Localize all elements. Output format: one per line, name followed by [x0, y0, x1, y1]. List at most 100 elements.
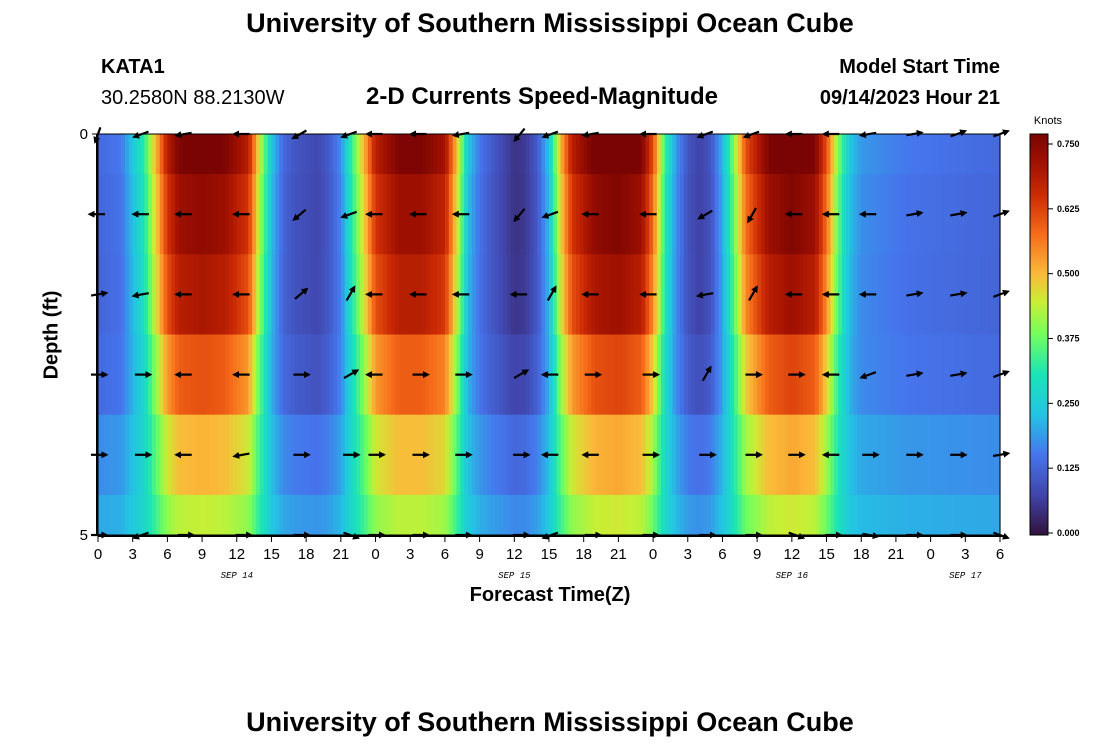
heatmap-cell	[533, 414, 539, 496]
heatmap-cell	[325, 134, 330, 175]
heatmap-cell	[229, 414, 234, 496]
heatmap-cell	[333, 494, 338, 536]
heatmap-cell	[167, 254, 172, 336]
heatmap-cell	[128, 414, 134, 496]
heatmap-cell	[468, 254, 473, 336]
heatmap-cell	[425, 494, 431, 536]
heatmap-cell	[926, 414, 932, 496]
heatmap-cell	[637, 334, 643, 416]
x-tick-label: 6	[996, 546, 1004, 563]
heatmap-cell	[618, 494, 623, 536]
heatmap-cell	[969, 174, 974, 255]
heatmap-cell	[680, 334, 685, 416]
heatmap-cell	[163, 254, 168, 336]
heatmap-cell	[957, 494, 963, 536]
heatmap-cell	[718, 494, 724, 536]
heatmap-cell	[394, 254, 400, 336]
heatmap-cell	[857, 134, 862, 175]
heatmap-cell	[209, 494, 215, 536]
heatmap-cell	[514, 174, 519, 255]
footer-title: University of Southern Mississippi Ocean…	[246, 707, 854, 737]
heatmap-cell	[352, 174, 357, 255]
heatmap-cell	[271, 494, 276, 536]
heatmap-cell	[722, 134, 727, 175]
heatmap-cell	[572, 134, 577, 175]
heatmap-cell	[807, 414, 812, 496]
heatmap-cell	[614, 134, 619, 175]
current-arrow	[340, 210, 358, 219]
heatmap-cell	[190, 494, 195, 536]
heatmap-cell	[579, 174, 585, 255]
heatmap-cell	[884, 334, 889, 416]
heatmap-cell	[464, 494, 469, 536]
heatmap-cell	[159, 174, 165, 255]
heatmap-cell	[973, 334, 978, 416]
heatmap-cell	[787, 494, 793, 536]
heatmap-cell	[356, 174, 361, 255]
x-tick-label: 18	[853, 546, 870, 563]
heatmap-cell	[714, 174, 720, 255]
heatmap-cell	[414, 494, 419, 536]
heatmap-cell	[687, 134, 693, 175]
heatmap-cell	[290, 134, 296, 175]
heatmap-cell	[421, 134, 427, 175]
heatmap-cell	[140, 494, 145, 536]
x-tick-label: 6	[163, 546, 171, 563]
heatmap-cell	[275, 134, 280, 175]
heatmap-cell	[575, 414, 581, 496]
heatmap-cell	[865, 134, 870, 175]
heatmap-cell	[525, 174, 531, 255]
heatmap-cell	[934, 134, 939, 175]
heatmap-cell	[915, 494, 920, 536]
x-tick-label: 15	[818, 546, 835, 563]
heatmap-cells	[98, 134, 1001, 536]
heatmap-cell	[294, 254, 300, 336]
heatmap-cell	[857, 334, 862, 416]
heatmap-cell	[171, 334, 176, 416]
heatmap-cell	[302, 494, 307, 536]
heatmap-cell	[637, 414, 643, 496]
heatmap-cell	[560, 134, 566, 175]
heatmap-cell	[841, 334, 847, 416]
heatmap-cell	[776, 334, 781, 416]
heatmap-cell	[903, 494, 909, 536]
current-arrow	[546, 285, 557, 302]
colorbar-tick-label: 0.000	[1057, 528, 1080, 538]
heatmap-cell	[726, 414, 731, 496]
heatmap-cell	[433, 254, 438, 336]
heatmap-cell	[360, 414, 365, 496]
heatmap-cell	[510, 174, 515, 255]
heatmap-cell	[491, 174, 496, 255]
heatmap-cell	[248, 414, 253, 496]
heatmap-cell	[776, 254, 781, 336]
heatmap-cell	[429, 174, 434, 255]
heatmap-cell	[383, 174, 388, 255]
heatmap-cell	[649, 494, 654, 536]
heatmap-cell	[271, 414, 276, 496]
heatmap-cell	[784, 254, 789, 336]
heatmap-cell	[317, 494, 323, 536]
heatmap-cell	[321, 174, 327, 255]
heatmap-cell	[599, 494, 604, 536]
heatmap-cell	[533, 174, 539, 255]
heatmap-cell	[664, 174, 670, 255]
heatmap-cell	[814, 334, 820, 416]
heatmap-cell	[306, 494, 311, 536]
model-start-label: Model Start Time	[839, 56, 1000, 78]
heatmap-cell	[498, 254, 504, 336]
heatmap-cell	[629, 134, 635, 175]
heatmap-cell	[880, 334, 885, 416]
heatmap-cell	[892, 334, 897, 416]
heatmap-cell	[629, 334, 635, 416]
heatmap-cell	[363, 494, 369, 536]
heatmap-cell	[892, 414, 897, 496]
heatmap-cell	[155, 134, 161, 175]
x-tick-label: 15	[263, 546, 280, 563]
heatmap-cell	[109, 134, 115, 175]
heatmap-cell	[329, 414, 334, 496]
heatmap-cell	[564, 174, 569, 255]
heatmap-cell	[552, 494, 558, 536]
heatmap-cell	[579, 414, 585, 496]
heatmap-cell	[371, 134, 377, 175]
heatmap-cell	[529, 334, 535, 416]
